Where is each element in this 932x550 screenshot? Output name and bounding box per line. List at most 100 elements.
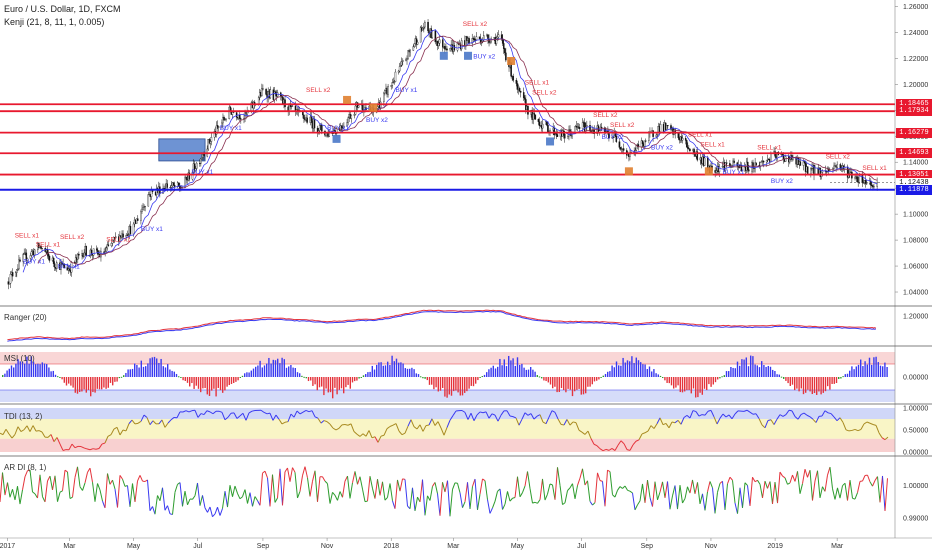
ardi-line-segment	[294, 472, 298, 498]
ardi-line-segment	[757, 480, 761, 485]
candle-body	[11, 272, 14, 277]
msi-histogram-bar	[477, 377, 479, 381]
ardi-line-segment	[37, 474, 41, 499]
tdi-line-segment	[275, 414, 280, 420]
ardi-line-segment	[632, 492, 636, 510]
ardi-line-segment	[852, 497, 856, 500]
msi-histogram-bar	[288, 366, 290, 377]
tdi-line-segment	[839, 417, 844, 423]
msi-histogram-bar	[28, 363, 30, 377]
tdi-line-segment	[857, 428, 862, 432]
tdi-line-segment	[260, 409, 265, 413]
ardi-line-segment	[522, 485, 526, 493]
msi-histogram-bar	[798, 377, 800, 392]
ardi-line-segment	[122, 478, 126, 487]
candle-body	[446, 48, 448, 51]
msi-histogram-bar	[472, 377, 475, 387]
msi-histogram-bar	[118, 377, 120, 379]
candle-body	[424, 21, 426, 28]
signal-label-buy: BUY x1	[191, 169, 213, 176]
ardi-line-segment	[472, 478, 476, 487]
msi-histogram-bar	[523, 367, 525, 377]
tdi-line-segment	[542, 421, 547, 425]
ardi-line-segment	[494, 491, 498, 502]
msi-histogram-bar	[651, 371, 653, 377]
signal-square	[464, 51, 473, 60]
tdi-line-segment	[707, 409, 712, 412]
msi-histogram-bar	[362, 375, 365, 377]
ardi-line-segment	[379, 481, 383, 496]
msi-histogram-bar	[105, 377, 107, 389]
msi-histogram-bar	[549, 377, 552, 385]
candle-body	[495, 38, 498, 44]
tdi-line-segment	[551, 410, 556, 413]
tdi-line-segment	[326, 421, 331, 425]
msi-histogram-bar	[587, 377, 589, 387]
candle-body	[400, 61, 403, 66]
msi-histogram-bar	[747, 366, 750, 377]
msi-histogram-bar	[659, 375, 662, 377]
tdi-line-segment	[644, 430, 649, 434]
msi-histogram-bar	[644, 364, 646, 377]
tdi-line-segment	[152, 420, 157, 425]
msi-histogram-bar	[677, 377, 679, 386]
candle-body	[441, 39, 444, 48]
tdi-line-segment	[107, 434, 112, 437]
candle-body	[354, 105, 357, 115]
ardi-line-segment	[592, 502, 596, 506]
msi-histogram-bar	[37, 363, 39, 377]
tdi-line-segment	[803, 412, 808, 416]
candle-body	[265, 89, 267, 95]
tdi-line-segment	[860, 423, 865, 430]
msi-histogram-bar	[129, 369, 131, 377]
msi-histogram-bar	[281, 357, 283, 377]
candle-body	[169, 187, 172, 189]
msi-histogram-bar	[618, 365, 620, 377]
msi-histogram-bar	[263, 365, 266, 377]
msi-histogram-bar	[169, 369, 171, 377]
candle-body	[871, 184, 873, 187]
candle-body	[353, 114, 356, 116]
msi-histogram-bar	[153, 356, 156, 377]
tdi-line-segment	[854, 428, 859, 432]
ardi-line-segment	[309, 481, 313, 497]
msi-histogram-bar	[525, 369, 527, 377]
ardi-line-segment	[739, 487, 743, 508]
msi-histogram-bar	[675, 377, 677, 388]
candle-body	[208, 139, 211, 144]
candle-body	[754, 162, 756, 169]
msi-histogram-bar	[851, 366, 853, 377]
tdi-line-segment	[806, 414, 811, 418]
tdi-line-segment	[521, 412, 526, 420]
tdi-line-segment	[188, 410, 193, 413]
msi-histogram-bar	[30, 356, 32, 377]
ardi-line-segment	[849, 480, 853, 499]
ardi-line-segment	[467, 482, 471, 510]
ardi-line-segment	[289, 467, 293, 482]
ardi-line-segment	[182, 491, 186, 507]
candle-body	[416, 41, 419, 45]
ardi-line-segment	[429, 486, 433, 501]
tdi-line-segment	[251, 410, 256, 412]
tdi-line-segment	[428, 418, 433, 426]
ardi-line-segment	[727, 477, 731, 484]
ardi-line-segment	[314, 470, 318, 502]
candle-body	[85, 246, 88, 256]
tdi-line-segment	[476, 411, 481, 416]
ardi-line-segment	[94, 483, 98, 502]
msi-histogram-bar	[494, 368, 497, 377]
price-levels	[0, 103, 895, 191]
msi-histogram-bar	[800, 377, 802, 389]
msi-histogram-bar	[138, 367, 140, 377]
msi-histogram-bar	[35, 364, 37, 377]
tdi-line-segment	[626, 449, 631, 451]
tdi-line-segment	[767, 419, 772, 421]
msi-histogram-bar	[708, 377, 710, 385]
msi-histogram-bar	[420, 376, 422, 378]
signal-label-sell: SELL x1	[700, 142, 725, 149]
ardi-line-segment	[344, 475, 348, 482]
ardi-line-segment	[184, 491, 188, 505]
msi-histogram-bar	[4, 373, 6, 377]
msi-histogram-bar	[336, 377, 338, 395]
tdi-line-segment	[167, 419, 172, 424]
